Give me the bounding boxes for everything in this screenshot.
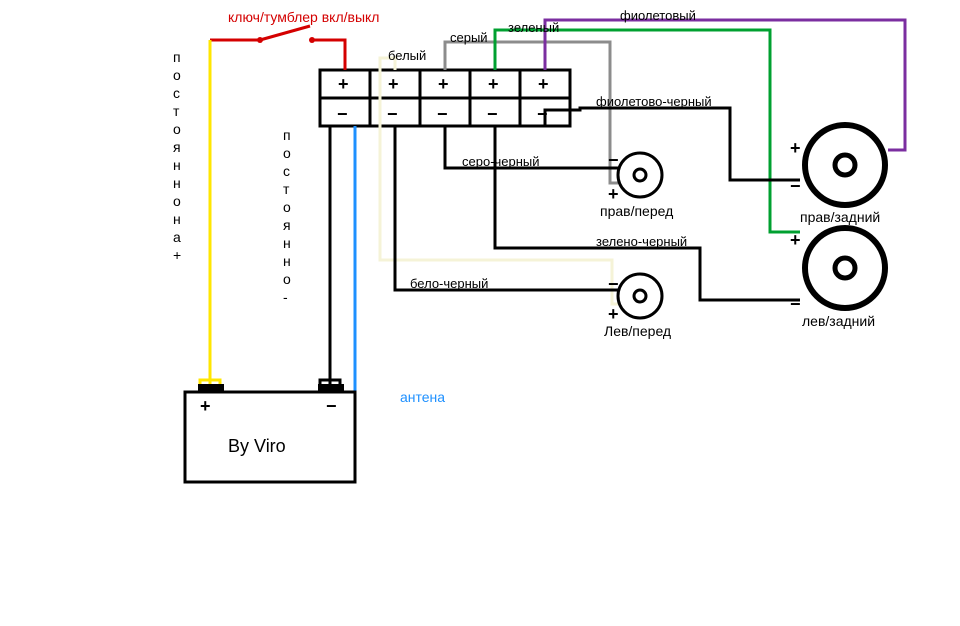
minus-icon: − bbox=[790, 176, 801, 196]
battery-box: + − By Viro bbox=[185, 384, 355, 482]
terminal-minus: − bbox=[437, 104, 448, 124]
battery-minus: − bbox=[326, 396, 337, 416]
label-white-black: бело-черный bbox=[410, 276, 488, 291]
label-left-front: Лев/перед bbox=[604, 323, 671, 339]
terminal-plus: + bbox=[388, 74, 399, 94]
plus-icon: + bbox=[790, 138, 801, 158]
label-gray-black: серо-черный bbox=[462, 154, 540, 169]
minus-icon: − bbox=[608, 274, 619, 294]
label-switch: ключ/тумблер вкл/выкл bbox=[228, 9, 379, 25]
label-violet: фиолетовый bbox=[620, 8, 696, 23]
wire-green bbox=[495, 30, 800, 232]
terminal-block: + + + + + − − − − − bbox=[320, 70, 570, 126]
plus-icon: + bbox=[790, 230, 801, 250]
terminal-plus: + bbox=[338, 74, 349, 94]
battery-plus: + bbox=[200, 396, 211, 416]
label-right-rear: прав/задний bbox=[800, 209, 880, 225]
minus-icon: − bbox=[790, 294, 801, 314]
label-violet-black: фиолетово-черный bbox=[596, 94, 712, 109]
label-green-black: зелено-черный bbox=[596, 234, 687, 249]
plus-icon: + bbox=[608, 304, 619, 324]
speaker-left-rear: + − bbox=[790, 228, 885, 314]
battery-label: By Viro bbox=[228, 436, 286, 456]
wire-red bbox=[312, 40, 345, 70]
label-green: зеленый bbox=[508, 20, 559, 35]
terminal-minus: − bbox=[337, 104, 348, 124]
label-left-rear: лев/задний bbox=[802, 313, 875, 329]
speaker-right-front: − + bbox=[608, 150, 662, 204]
switch-symbol bbox=[250, 26, 315, 43]
terminal-plus: + bbox=[488, 74, 499, 94]
label-right-front: прав/перед bbox=[600, 203, 673, 219]
terminal-plus: + bbox=[538, 74, 549, 94]
terminal-plus: + bbox=[438, 74, 449, 94]
speaker-right-rear: + − bbox=[790, 125, 885, 205]
label-const-minus: постоянно- bbox=[283, 127, 291, 305]
plus-icon: + bbox=[608, 184, 619, 204]
speaker-left-front: − + bbox=[608, 274, 662, 324]
label-antenna: антена bbox=[400, 389, 445, 405]
label-gray: серый bbox=[450, 30, 488, 45]
label-const-plus: постояннона+ bbox=[173, 49, 181, 263]
terminal-minus: − bbox=[487, 104, 498, 124]
wire-white-black bbox=[395, 126, 618, 290]
minus-icon: − bbox=[608, 150, 619, 170]
terminal-minus: − bbox=[387, 104, 398, 124]
label-white: белый bbox=[388, 48, 426, 63]
